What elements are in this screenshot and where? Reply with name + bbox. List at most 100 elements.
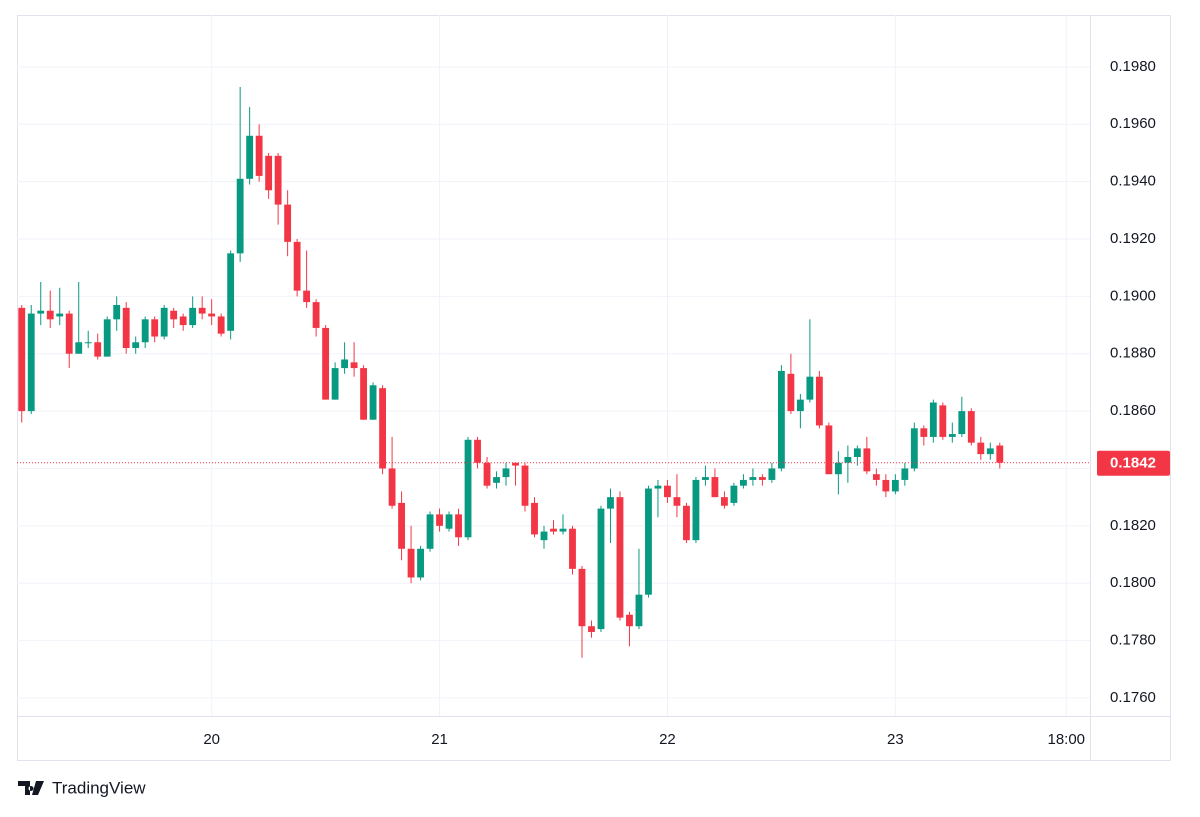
candle-body — [540, 531, 548, 541]
candle-body — [626, 614, 633, 627]
candle-body — [18, 307, 26, 412]
candle-body — [46, 310, 54, 320]
candle-body — [702, 477, 709, 480]
candle-body — [673, 497, 681, 506]
y-tick-label: 0.1800 — [1110, 574, 1156, 591]
candle-body — [825, 425, 833, 475]
y-tick-label: 0.1920 — [1110, 230, 1156, 247]
candle-body — [274, 155, 282, 205]
candle-body — [996, 445, 1004, 463]
candle-body — [777, 370, 785, 469]
candle-body — [293, 241, 301, 291]
candle-body — [844, 456, 852, 463]
logo: TradingView — [18, 778, 146, 797]
y-tick-label: 0.1940 — [1110, 173, 1156, 190]
candle-body — [872, 474, 880, 480]
candle-body — [683, 505, 690, 541]
candle-body — [616, 497, 624, 618]
candle-body — [901, 468, 909, 480]
candle-body — [436, 514, 443, 526]
candle-body — [265, 155, 273, 191]
candle-body — [84, 342, 92, 344]
candle-body — [103, 319, 111, 357]
y-tick-label: 0.1900 — [1110, 287, 1156, 304]
last-price-label: 0.1842 — [1110, 455, 1156, 472]
candle-body — [407, 548, 415, 578]
candle-body — [749, 477, 757, 480]
candle-body — [474, 439, 481, 463]
candle-body — [948, 434, 956, 437]
candle-body — [768, 468, 776, 480]
candle-body — [891, 479, 899, 492]
candle-body — [141, 319, 149, 343]
candle-body — [445, 514, 453, 529]
candle-body — [758, 477, 766, 480]
candle-body — [929, 402, 937, 437]
candle-body — [170, 310, 178, 320]
candle-body — [151, 319, 159, 337]
candle-body — [664, 485, 671, 498]
candle-body — [189, 307, 197, 326]
y-tick-label: 0.1880 — [1110, 345, 1156, 362]
candle-body — [806, 376, 814, 400]
candle-body — [217, 316, 225, 334]
y-tick-label: 0.1960 — [1110, 115, 1156, 132]
candle-body — [236, 178, 244, 254]
candle-body — [521, 465, 529, 506]
y-tick-label: 0.1760 — [1110, 689, 1156, 706]
x-tick-label: 18:00 — [1047, 731, 1085, 748]
candle-body — [597, 508, 605, 630]
candle-body — [977, 442, 985, 455]
candle-body — [502, 468, 510, 478]
candle-body — [796, 399, 804, 412]
candle-body — [531, 502, 538, 535]
candle-body — [512, 462, 519, 466]
candle-body — [815, 376, 823, 426]
candle-body — [853, 448, 861, 457]
candle-body — [284, 204, 292, 242]
candle-body — [398, 502, 405, 549]
candle-body — [739, 479, 747, 486]
candle-body — [578, 568, 586, 627]
x-tick-label: 21 — [431, 731, 448, 748]
candle-body — [208, 313, 216, 317]
last-price-box — [1097, 450, 1170, 476]
y-tick-label: 0.1780 — [1110, 632, 1156, 649]
candle-body — [94, 342, 102, 357]
x-tick-label: 20 — [203, 731, 220, 748]
candle-body — [113, 304, 121, 320]
candle-body — [303, 290, 311, 303]
candle-body — [958, 411, 966, 435]
candle-body — [417, 548, 424, 578]
candle-body — [493, 477, 500, 483]
candle-body — [910, 428, 918, 469]
labels: 0.17600.17800.18000.18200.18400.18600.18… — [203, 58, 1170, 748]
y-tick-label: 0.1860 — [1110, 402, 1156, 419]
candle-body — [721, 497, 728, 506]
candle-body — [882, 479, 890, 492]
candle-body — [198, 307, 206, 314]
candle-body — [920, 428, 928, 437]
candle-body — [939, 405, 947, 437]
candle-body — [635, 594, 643, 627]
candle-body — [350, 362, 358, 369]
candles — [17, 86, 1090, 658]
candle-body — [179, 316, 187, 326]
x-tick-label: 23 — [887, 731, 904, 748]
candle-body — [341, 359, 349, 369]
candle-body — [75, 342, 83, 354]
candle-body — [227, 253, 235, 331]
candle-body — [312, 302, 320, 328]
candle-body — [588, 626, 595, 632]
candle-body — [455, 514, 462, 538]
candle-body — [834, 462, 842, 475]
candle-body — [711, 477, 719, 498]
chart-frame — [17, 15, 1171, 761]
candle-body — [56, 313, 64, 317]
y-tick-label: 0.1980 — [1110, 58, 1156, 75]
candle-body — [331, 368, 339, 400]
candle-body — [986, 448, 994, 455]
candle-body — [388, 468, 396, 506]
